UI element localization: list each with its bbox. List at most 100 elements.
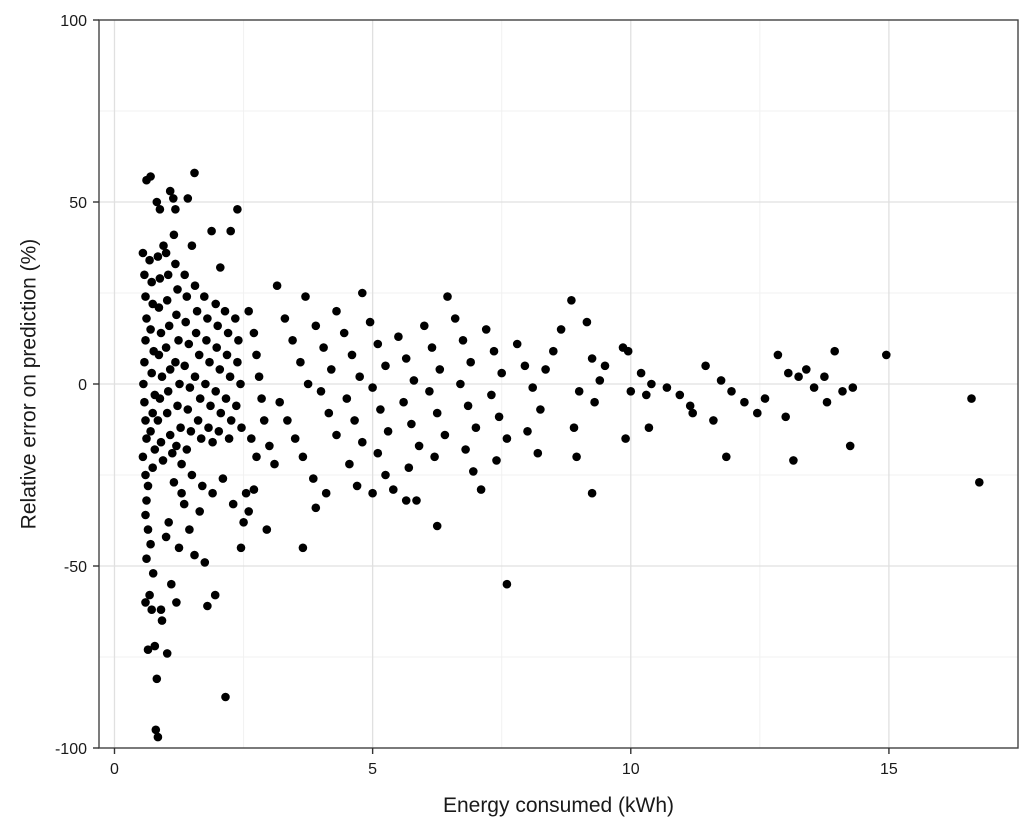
data-point [432, 521, 442, 531]
data-point [146, 539, 155, 549]
data-point [549, 346, 558, 356]
data-point [146, 172, 155, 181]
data-point [347, 350, 357, 360]
data-point [781, 412, 790, 422]
data-point [157, 372, 167, 382]
data-point [172, 441, 181, 451]
data-point [155, 394, 165, 403]
data-point [365, 317, 375, 327]
data-point [373, 339, 383, 349]
data-point [590, 397, 599, 407]
data-point [220, 306, 230, 316]
data-point [218, 474, 228, 483]
data-point [244, 306, 253, 316]
data-point [760, 394, 770, 403]
x-tick-label: 10 [622, 761, 640, 778]
data-point [701, 361, 710, 371]
data-point [430, 452, 439, 462]
data-point [425, 387, 434, 396]
data-point [332, 430, 341, 440]
data-point [171, 259, 180, 269]
data-point [148, 299, 157, 309]
data-point [275, 397, 285, 407]
data-point [185, 383, 195, 392]
data-point [221, 692, 230, 702]
data-point [412, 496, 421, 505]
data-point [180, 270, 189, 280]
data-point [358, 288, 367, 298]
data-point [150, 445, 160, 454]
data-point [270, 459, 279, 469]
data-point [838, 387, 847, 396]
data-point [644, 423, 654, 433]
data-point [675, 390, 685, 400]
data-point [186, 427, 196, 436]
data-point [183, 194, 193, 203]
data-point [147, 368, 156, 378]
data-point [254, 372, 264, 382]
data-point [789, 456, 798, 465]
y-tick-label: 100 [60, 13, 87, 30]
data-point [191, 328, 201, 338]
data-point [190, 372, 200, 382]
data-point [327, 365, 336, 374]
data-point [626, 387, 636, 396]
data-point [177, 488, 186, 498]
data-point [139, 379, 148, 389]
data-point [882, 350, 891, 360]
data-point [685, 401, 695, 411]
data-point [802, 365, 811, 374]
data-point [226, 416, 236, 425]
data-point [709, 416, 718, 425]
data-point [373, 448, 383, 458]
data-point [358, 437, 367, 447]
data-point [259, 416, 269, 425]
data-point [140, 270, 149, 280]
data-point [143, 525, 153, 534]
data-point [146, 427, 155, 436]
data-point [224, 434, 234, 443]
data-point [141, 336, 150, 345]
data-point [168, 448, 177, 458]
data-point [404, 463, 414, 473]
data-point [487, 390, 496, 400]
data-point [383, 427, 393, 436]
data-point [845, 441, 855, 451]
data-point [368, 488, 377, 498]
data-point [192, 306, 202, 316]
data-point [141, 416, 150, 425]
data-point [236, 379, 245, 389]
data-point [201, 379, 210, 389]
data-point [147, 605, 156, 614]
data-point [432, 408, 442, 418]
data-point [175, 379, 184, 389]
data-point [140, 397, 149, 407]
data-point [143, 481, 153, 491]
data-point [794, 372, 803, 382]
data-point [223, 328, 233, 338]
data-point [143, 645, 153, 654]
data-point [345, 459, 354, 469]
data-point [283, 416, 292, 425]
data-point [512, 339, 522, 349]
data-point [156, 605, 166, 614]
data-point [249, 328, 259, 338]
data-point [156, 328, 166, 338]
data-point [153, 416, 163, 425]
data-point [200, 558, 210, 567]
y-axis-title: Relative error on prediction (%) [17, 239, 40, 530]
data-point [321, 488, 331, 498]
data-point [181, 317, 190, 327]
data-point [147, 277, 156, 287]
data-point [138, 248, 148, 258]
data-point [463, 401, 473, 411]
data-point [233, 205, 242, 214]
data-point [636, 368, 646, 378]
data-point [172, 598, 181, 607]
data-point [207, 226, 216, 236]
data-point [368, 383, 377, 392]
y-tick-label: 50 [69, 195, 87, 212]
data-point [203, 601, 212, 611]
data-point [146, 325, 155, 334]
data-point [587, 488, 597, 498]
